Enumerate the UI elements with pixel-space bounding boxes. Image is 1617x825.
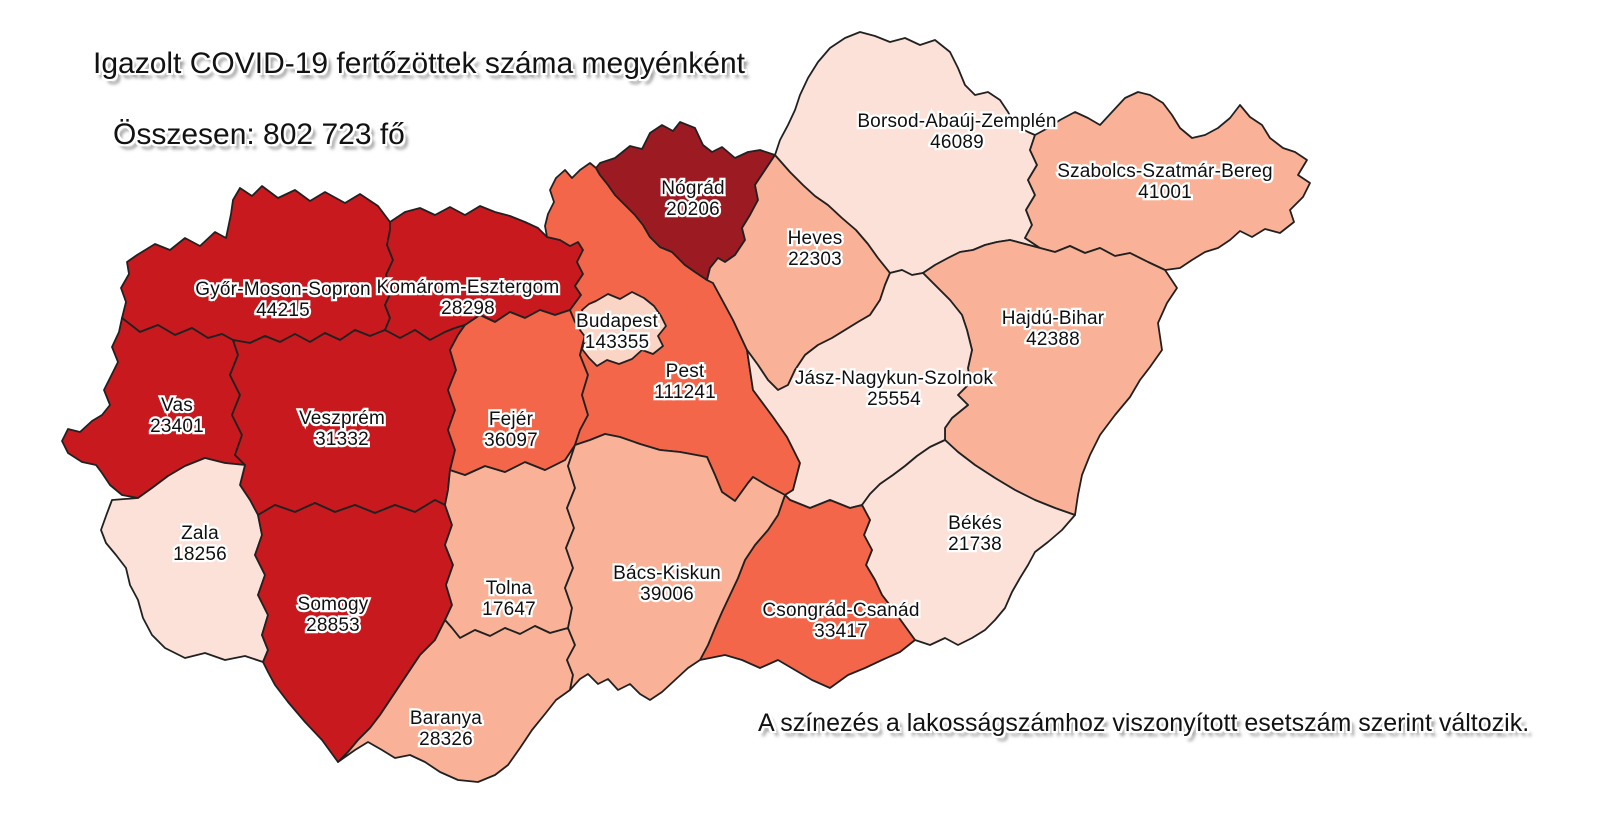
county-value-zala: 18256 — [173, 544, 227, 565]
county-value-vas: 23401 — [150, 416, 204, 437]
county-label-zala: Zala — [181, 523, 219, 544]
county-label-somogy: Somogy — [298, 594, 369, 615]
county-shape-budapest — [579, 291, 667, 367]
county-shape-bacs-kiskun — [564, 433, 786, 701]
county-value-nograd: 20206 — [666, 199, 720, 220]
total-count-line: Összesen: 802 723 fő — [113, 118, 405, 151]
county-label-szabolcs-szatmar-bereg: Szabolcs-Szatmár-Bereg — [1057, 161, 1273, 182]
county-value-jasz-nagykun-szolnok: 25554 — [867, 389, 921, 410]
county-label-komarom-esztergom: Komárom-Esztergom — [377, 277, 560, 298]
county-value-heves: 22303 — [788, 249, 842, 270]
county-label-pest: Pest — [666, 361, 705, 382]
county-label-csongrad-csanad: Csongrád-Csanád — [762, 600, 919, 621]
county-label-gyor-moson-sopron: Győr-Moson-Sopron — [195, 279, 371, 300]
county-label-jasz-nagykun-szolnok: Jász-Nagykun-Szolnok — [795, 368, 994, 389]
county-value-szabolcs-szatmar-bereg: 41001 — [1138, 182, 1192, 203]
page-title: Igazolt COVID-19 fertőzöttek száma megyé… — [93, 47, 745, 80]
county-value-fejer: 36097 — [484, 430, 538, 451]
county-shape-baranya — [337, 619, 576, 783]
county-label-tolna: Tolna — [486, 578, 533, 599]
county-label-budapest: Budapest — [576, 311, 658, 332]
county-value-borsod-abauj-zemplen: 46089 — [930, 132, 984, 153]
county-value-pest: 111241 — [654, 382, 716, 403]
county-label-heves: Heves — [788, 228, 843, 249]
color-scale-note: A színezés a lakosságszámhoz viszonyítot… — [758, 709, 1530, 737]
county-value-budapest: 143355 — [585, 332, 650, 353]
county-label-borsod-abauj-zemplen: Borsod-Abaúj-Zemplén — [857, 111, 1056, 132]
county-label-fejer: Fejér — [489, 409, 534, 430]
county-value-tolna: 17647 — [482, 599, 536, 620]
county-value-komarom-esztergom: 28298 — [441, 298, 495, 319]
county-value-csongrad-csanad: 33417 — [814, 621, 868, 642]
county-value-hajdu-bihar: 42388 — [1026, 329, 1080, 350]
county-shape-bekes — [861, 439, 1076, 646]
county-value-bekes: 21738 — [948, 534, 1002, 555]
county-label-bekes: Békés — [948, 513, 1002, 534]
county-label-baranya: Baranya — [410, 708, 482, 729]
county-label-veszprem: Veszprém — [299, 408, 385, 429]
county-label-bacs-kiskun: Bács-Kiskun — [613, 563, 721, 584]
county-value-bacs-kiskun: 39006 — [640, 584, 694, 605]
county-label-hajdu-bihar: Hajdú-Bihar — [1002, 308, 1105, 329]
county-value-somogy: 28853 — [306, 615, 360, 636]
county-value-veszprem: 31332 — [315, 429, 369, 450]
county-value-gyor-moson-sopron: 44215 — [256, 300, 310, 321]
county-value-baranya: 28326 — [419, 729, 473, 750]
county-label-vas: Vas — [161, 395, 193, 416]
county-label-nograd: Nógrád — [661, 178, 725, 199]
